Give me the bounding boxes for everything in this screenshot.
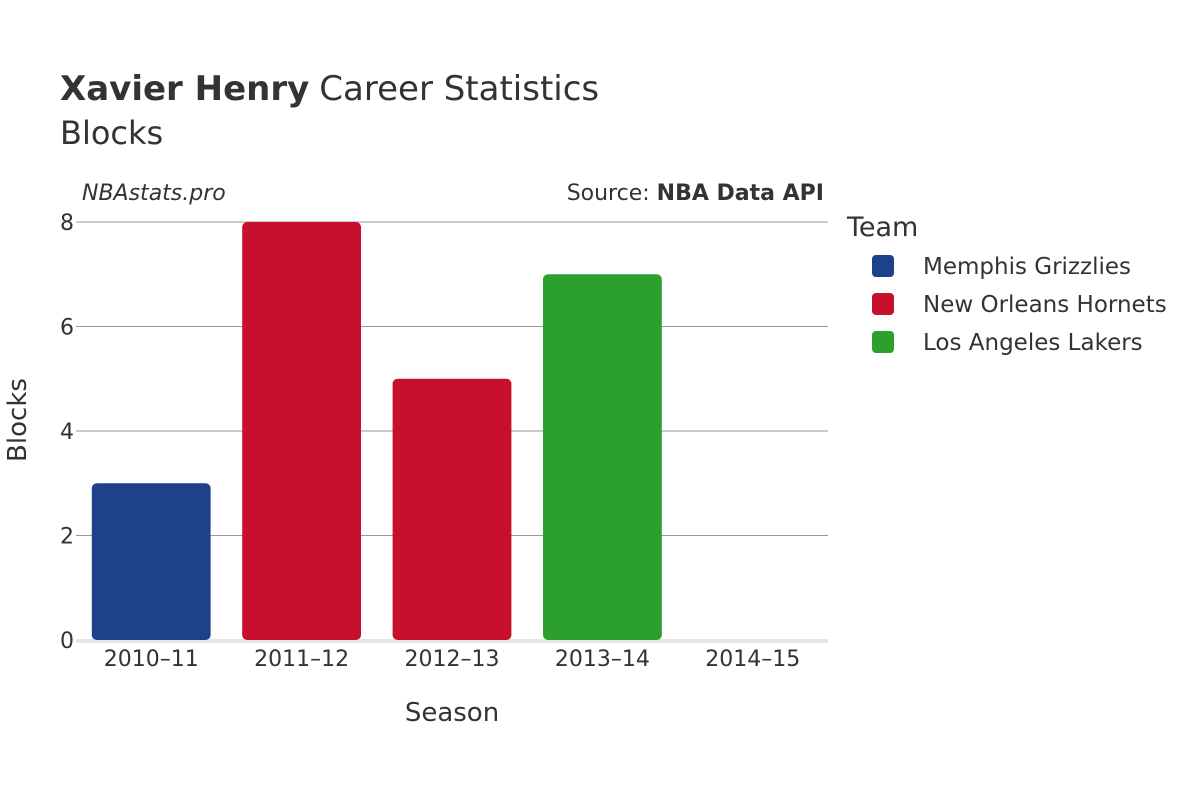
legend-title: Team: [846, 212, 918, 243]
y-tick-label: 0: [60, 629, 74, 654]
bar-2012–13: [392, 378, 512, 640]
x-tick-label: 2012–13: [405, 647, 500, 672]
y-tick-label: 8: [60, 211, 74, 236]
legend-swatch: [872, 293, 894, 315]
x-tick-label: 2013–14: [555, 647, 650, 672]
legend-item-label: Los Angeles Lakers: [923, 330, 1143, 356]
legend-swatch: [872, 255, 894, 277]
y-tick-label: 6: [60, 316, 74, 341]
chart-subtitle: Blocks: [60, 114, 163, 152]
source-prefix: Source:: [567, 181, 657, 206]
bar-2010–11: [91, 483, 211, 640]
x-tick-label: 2014–15: [705, 647, 800, 672]
y-axis-label: Blocks: [3, 378, 33, 462]
y-tick-label: 2: [60, 525, 74, 550]
gridlines: [76, 221, 828, 643]
bars: [91, 222, 662, 640]
x-axis-ticks: 2010–11 2011–12 2012–13 2013–14 2014–15: [104, 647, 801, 672]
legend-swatch: [872, 331, 894, 353]
legend-item-label: New Orleans Hornets: [923, 292, 1167, 318]
title-player-name: Xavier Henry: [60, 69, 309, 109]
title-rest: Career Statistics: [319, 69, 599, 109]
source-name: NBA Data API: [657, 181, 824, 206]
watermark: NBAstats.pro: [82, 181, 226, 206]
y-axis-ticks: 0 2 4 6 8: [60, 211, 74, 654]
bar-2011–12: [242, 222, 362, 640]
chart-title: Xavier Henry Career Statistics: [60, 69, 599, 109]
source-label: Source: NBA Data API: [567, 181, 824, 206]
x-tick-label: 2010–11: [104, 647, 199, 672]
x-tick-label: 2011–12: [254, 647, 349, 672]
y-tick-label: 4: [60, 420, 74, 445]
x-axis-label: Season: [405, 698, 499, 728]
legend: Team Memphis Grizzlies New Orleans Hornet…: [846, 212, 1167, 356]
legend-item-label: Memphis Grizzlies: [923, 254, 1131, 280]
bar-2013–14: [542, 274, 662, 640]
